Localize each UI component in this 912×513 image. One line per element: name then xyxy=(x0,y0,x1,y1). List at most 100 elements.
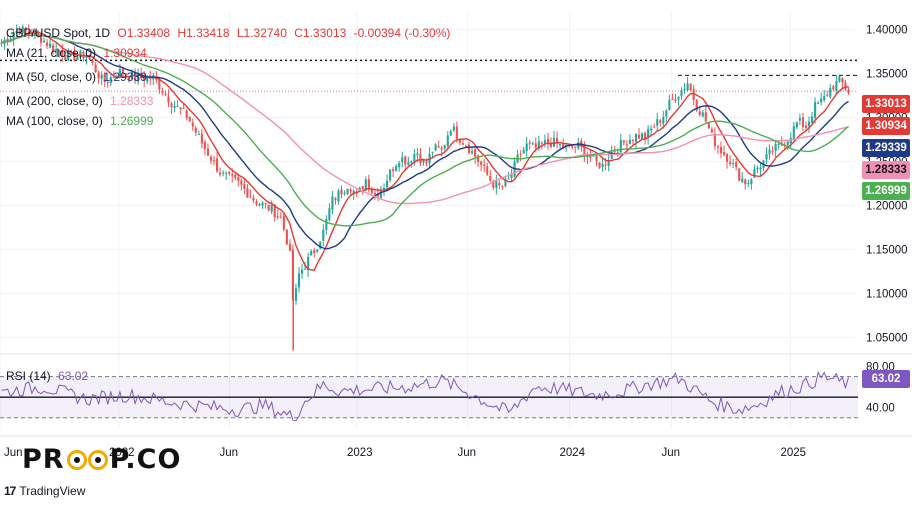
price-grid xyxy=(0,12,855,428)
candle-body xyxy=(464,146,468,148)
candle xyxy=(398,160,401,172)
candle xyxy=(373,190,376,201)
candle xyxy=(225,171,228,180)
candle xyxy=(552,131,556,147)
candle-body xyxy=(628,139,631,145)
candle xyxy=(100,71,103,85)
indicator-ma100[interactable]: MA (100, close, 0) 1.26999 xyxy=(6,114,153,128)
candle-body xyxy=(777,143,780,146)
candle-body xyxy=(401,157,404,163)
candle xyxy=(586,151,589,165)
candle-body xyxy=(501,186,504,188)
candle-body xyxy=(437,146,440,148)
candle-body xyxy=(97,72,100,79)
candle-body xyxy=(701,112,704,117)
candle xyxy=(543,134,546,148)
candle-body xyxy=(194,127,197,133)
price-label-ma21: 1.30934 xyxy=(862,117,910,135)
indicator-ma50[interactable]: MA (50, close, 0) 1.29339 xyxy=(6,70,147,84)
tradingview-logo-icon: 17 xyxy=(4,484,16,498)
price-label-current: 1.33013 xyxy=(862,95,910,113)
candle-body xyxy=(294,288,298,301)
candle xyxy=(634,133,638,148)
candle xyxy=(188,116,191,122)
candle xyxy=(756,165,759,174)
candle-body xyxy=(771,151,774,153)
candle-body xyxy=(143,76,146,81)
candle-body xyxy=(610,152,613,159)
candle-body xyxy=(510,174,513,179)
candle-body xyxy=(45,42,49,46)
candle xyxy=(847,87,850,95)
ma21-label: MA (21, close, 0) xyxy=(6,46,97,60)
ma200-value: 1.28333 xyxy=(110,94,154,108)
indicator-ma200[interactable]: MA (200, close, 0) 1.28333 xyxy=(6,94,153,108)
candle-body xyxy=(91,60,94,63)
candle xyxy=(689,83,692,92)
candle-body xyxy=(419,153,422,164)
candle-body xyxy=(589,155,592,158)
candle xyxy=(252,194,255,204)
candle xyxy=(744,178,747,190)
candle xyxy=(622,139,625,146)
candle-body xyxy=(680,90,683,97)
rsi-legend[interactable]: RSI (14) 63.02 xyxy=(6,369,88,383)
candle xyxy=(628,134,631,145)
candle xyxy=(674,93,677,103)
candle-body xyxy=(64,56,67,60)
candle xyxy=(234,173,237,181)
candle xyxy=(820,92,823,106)
candle-body xyxy=(176,106,179,108)
candle-body xyxy=(713,133,716,147)
candle-body xyxy=(21,26,24,34)
candle xyxy=(474,145,477,164)
candle xyxy=(325,215,328,235)
candle xyxy=(771,145,774,155)
candle-body xyxy=(455,126,458,139)
candle-body xyxy=(549,142,553,147)
candle-body xyxy=(528,142,531,144)
tradingview-brand[interactable]: 17 TradingView xyxy=(4,484,85,498)
candle-body xyxy=(109,77,112,84)
symbol-title: GBP/USD Spot, 1D xyxy=(6,26,111,40)
candle-body xyxy=(425,161,428,164)
candle-body xyxy=(392,169,395,172)
candle xyxy=(647,125,650,145)
candle xyxy=(316,248,319,254)
candle xyxy=(103,71,106,88)
price-tick-label: 1.15000 xyxy=(866,244,908,256)
candle xyxy=(203,139,206,156)
moving-averages xyxy=(1,31,849,271)
candle xyxy=(401,151,404,168)
candle-body xyxy=(337,190,340,202)
indicator-ma21[interactable]: MA (21, close, 0) 1.30934 xyxy=(6,46,147,60)
candle xyxy=(571,145,574,150)
candle xyxy=(449,129,452,136)
candle xyxy=(334,196,337,205)
ma21-value: 1.30934 xyxy=(103,46,147,60)
candle-body xyxy=(838,76,841,82)
candle xyxy=(644,131,647,145)
price-tick-label: 1.40000 xyxy=(866,25,908,37)
candle xyxy=(407,156,410,168)
candle-body xyxy=(744,179,747,185)
candle xyxy=(352,189,355,200)
candle-body xyxy=(261,202,264,206)
candle xyxy=(264,202,267,209)
candle xyxy=(483,159,486,173)
ma200-label: MA (200, close, 0) xyxy=(6,94,103,108)
candle xyxy=(21,24,24,35)
candle-body xyxy=(237,177,240,181)
candle-body xyxy=(625,144,628,146)
candle-body xyxy=(519,153,522,155)
candle xyxy=(276,209,279,220)
candle xyxy=(179,107,182,115)
candle-body xyxy=(24,27,27,31)
candle-body xyxy=(273,204,276,218)
candle xyxy=(246,184,249,198)
candle-body xyxy=(759,167,762,170)
candle-body xyxy=(692,89,695,100)
rsi-price-label: 63.02 xyxy=(862,370,910,388)
candle-body xyxy=(6,38,9,43)
